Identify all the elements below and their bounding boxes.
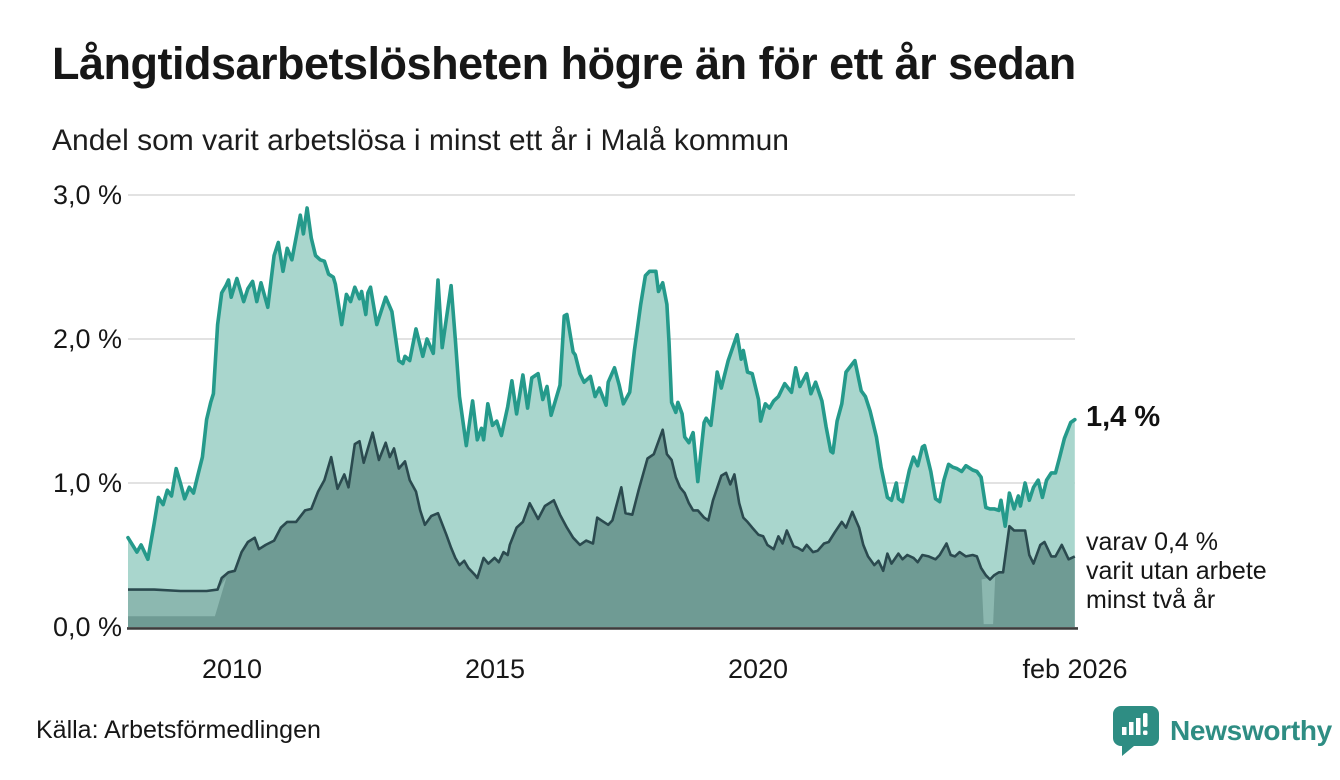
annotation-line-1: varav 0,4 %: [1086, 528, 1219, 556]
x-axis-tick-2015: 2015: [464, 654, 526, 684]
newsworthy-logo-text: Newsworthy: [1170, 715, 1332, 746]
y-axis-tick-0: 0,0 %: [52, 612, 122, 642]
annotation-line-2: varit utan arbete: [1086, 557, 1267, 585]
x-axis-tick-2020: 2020: [727, 654, 789, 684]
chart-subtitle: Andel som varit arbetslösa i minst ett å…: [52, 124, 789, 157]
y-axis-tick-1: 1,0 %: [52, 468, 122, 498]
annotation-line-3: minst två år: [1086, 586, 1216, 614]
series-annotation: varav 0,4 % varit utan arbete minst två …: [1086, 528, 1267, 615]
source-credit: Källa: Arbetsförmedlingen: [36, 716, 321, 744]
y-axis-tick-2: 2,0 %: [52, 324, 122, 354]
x-axis-tick-feb-2026: feb 2026: [1022, 654, 1128, 684]
series-end-value-label: 1,4 %: [1086, 401, 1161, 433]
page-title: Långtidsarbetslösheten högre än för ett …: [52, 38, 1076, 89]
x-axis-tick-2010: 2010: [201, 654, 263, 684]
newsworthy-brand: Newsworthy: [1112, 705, 1332, 757]
newsworthy-logo-icon: [1113, 706, 1159, 756]
y-axis-tick-3: 3,0 %: [52, 180, 122, 210]
